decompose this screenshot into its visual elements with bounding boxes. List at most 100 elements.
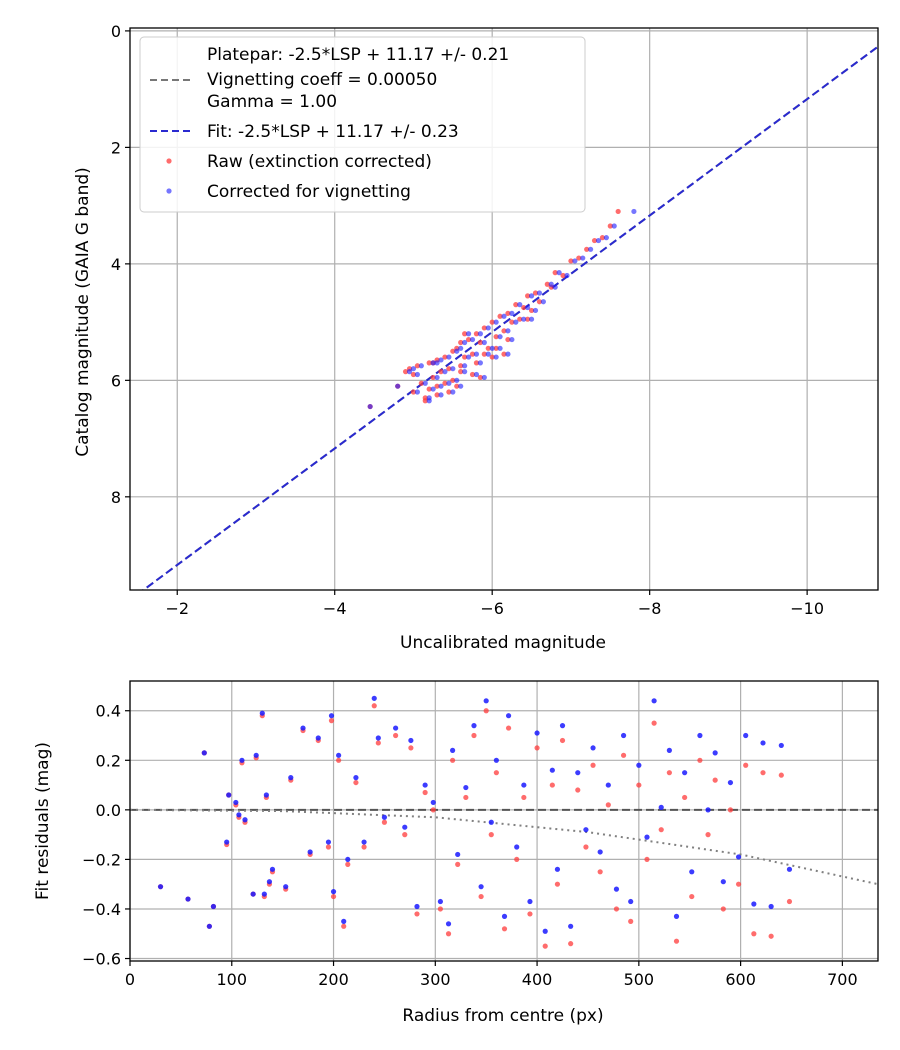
corrected-residual-point: [483, 698, 489, 704]
raw-point: [576, 255, 582, 261]
raw-residual-point: [450, 757, 456, 763]
raw-point: [532, 290, 539, 296]
x-tick-label: −2: [165, 599, 189, 618]
raw-point: [481, 351, 487, 357]
raw-residual-point: [689, 893, 695, 900]
corrected-residual-point: [478, 884, 484, 890]
corrected-point: [410, 366, 417, 372]
raw-residual-point: [568, 941, 574, 947]
raw-point: [501, 351, 507, 357]
corrected-point: [485, 325, 491, 331]
y-tick-label: 4: [111, 255, 121, 274]
corrected-point: [438, 383, 444, 389]
corrected-point: [414, 371, 420, 378]
corrected-residual-point: [786, 866, 793, 872]
raw-point: [434, 383, 440, 389]
raw-point: [473, 360, 480, 366]
x-axis-label: Uncalibrated magnitude: [400, 633, 606, 653]
corrected-point: [418, 363, 424, 369]
corrected-residual-point: [261, 891, 267, 897]
y-tick-label: 8: [111, 488, 121, 507]
legend: Platepar: -2.5*LSP + 11.17 +/- 0.21 Vign…: [139, 36, 586, 213]
corrected-point: [414, 389, 420, 395]
raw-residual-point: [760, 770, 766, 776]
fit-lines: [141, 45, 878, 590]
raw-point: [560, 272, 566, 279]
raw-point: [465, 336, 472, 343]
corrected-point: [450, 389, 456, 395]
corrected-point: [588, 246, 594, 252]
raw-residual-point: [658, 827, 664, 833]
corrected-residual-point: [325, 839, 332, 845]
raw-residual-point: [534, 745, 540, 751]
raw-residual-point: [720, 906, 726, 912]
raw-point: [442, 354, 448, 360]
raw-point: [568, 258, 574, 264]
raw-residual-point: [488, 832, 494, 838]
raw-residual-point: [597, 869, 603, 875]
corrected-point: [426, 398, 432, 404]
legend-raw-marker: [166, 158, 172, 164]
corrected-residual-point: [345, 856, 351, 863]
raw-point: [505, 310, 511, 316]
corrected-point: [434, 360, 440, 366]
corrected-residual-point: [689, 869, 695, 875]
corrected-residual-point: [430, 799, 436, 806]
raw-residual-point: [527, 911, 533, 917]
corrected-residual-point: [463, 784, 469, 791]
corrected-residual-point: [673, 913, 680, 919]
raw-point: [434, 392, 440, 398]
raw-point: [426, 360, 432, 366]
corrected-point: [493, 319, 499, 325]
corrected-residual-point: [206, 923, 212, 929]
raw-point: [513, 302, 519, 308]
raw-point: [591, 237, 598, 244]
corrected-residual-point: [605, 782, 611, 788]
corrected-point: [446, 380, 452, 386]
corrected-residual-point: [697, 732, 703, 739]
corrected-residual-point: [437, 898, 443, 905]
corrected-residual-point: [768, 903, 774, 910]
legend-fit-label: Fit: -2.5*LSP + 11.17 +/- 0.23: [207, 122, 459, 142]
corrected-residual-point: [505, 713, 512, 719]
corrected-residual-point: [233, 799, 239, 806]
corrected-point: [603, 235, 609, 241]
corrected-point: [462, 369, 468, 375]
raw-point: [599, 235, 606, 241]
corrected-residual-point: [315, 735, 321, 741]
x-tick-label: 400: [522, 970, 553, 989]
x-tick-label: 300: [420, 970, 451, 989]
corrected-residual-point: [408, 737, 414, 744]
corrected-residual-point: [720, 879, 726, 885]
corrected-point: [481, 374, 487, 381]
corrected-point: [450, 366, 456, 372]
corrected-point: [528, 316, 535, 322]
raw-residual-point: [505, 725, 512, 731]
y-tick-label: 0: [111, 22, 121, 41]
data-points: [157, 695, 793, 949]
raw-point: [450, 377, 456, 383]
raw-point: [489, 319, 495, 325]
raw-point: [505, 336, 511, 343]
raw-residual-point: [455, 861, 461, 867]
plot-frame: [129, 27, 879, 591]
raw-residual-point: [393, 732, 399, 739]
corrected-point: [462, 339, 468, 346]
raw-residual-point: [575, 787, 581, 793]
legend-gamma-label: Gamma = 1.00: [207, 92, 337, 112]
raw-point: [462, 354, 468, 360]
y-tick-label: −0.2: [82, 850, 121, 869]
raw-residual-point: [712, 777, 718, 783]
corrected-residual-point: [393, 725, 399, 731]
corrected-residual-point: [575, 770, 581, 776]
corrected-residual-point: [727, 779, 734, 786]
raw-residual-point: [325, 844, 332, 850]
corrected-point: [465, 331, 472, 337]
y-tick-label: 6: [111, 371, 121, 390]
raw-point: [493, 345, 499, 351]
raw-residual-point: [353, 779, 359, 786]
corrected-residual-point: [210, 903, 217, 910]
raw-residual-point: [559, 737, 566, 744]
y-tick-label: 0.2: [96, 751, 121, 770]
